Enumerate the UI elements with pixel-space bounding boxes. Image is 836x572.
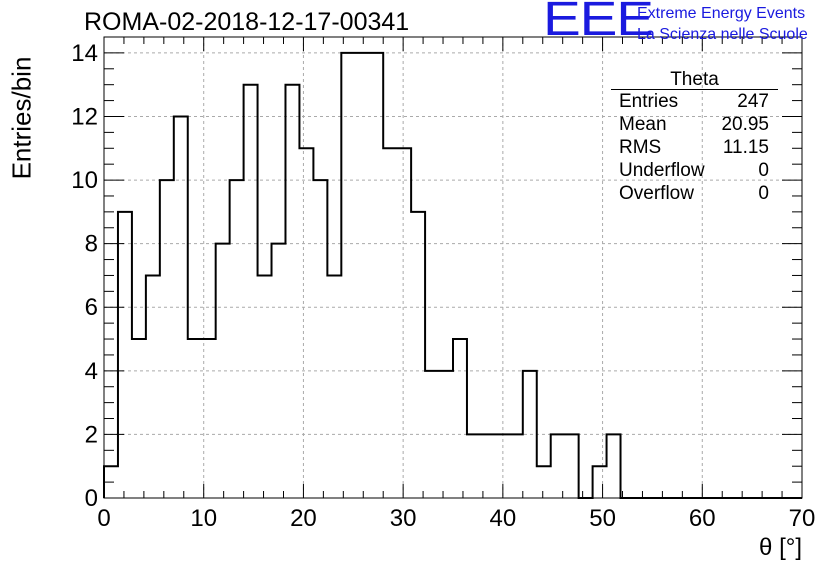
x-tick-label: 20: [290, 505, 317, 532]
histogram-bin: [369, 53, 383, 498]
histogram-bin: [607, 434, 621, 498]
stats-value: 0: [758, 160, 769, 181]
x-tick-label: 60: [689, 505, 716, 532]
histogram-bin: [383, 148, 397, 498]
y-tick-label: 12: [71, 103, 98, 130]
histogram-bin: [230, 180, 244, 498]
histogram-bin: [509, 434, 523, 498]
stats-row-mean: Mean 20.95: [611, 113, 778, 136]
stats-box: Theta Entries 247 Mean 20.95 RMS 11.15 U…: [611, 70, 778, 205]
histogram-bin: [565, 434, 579, 498]
histogram-bin: [299, 148, 313, 498]
stats-row-overflow: Overflow 0: [611, 182, 778, 205]
x-tick-label: 0: [97, 505, 110, 532]
x-axis-label: θ [°]: [759, 534, 802, 561]
x-tick-label: 10: [190, 505, 217, 532]
stats-value: 20.95: [721, 114, 769, 135]
histogram-bin: [397, 148, 411, 498]
histogram-bin: [202, 339, 216, 498]
stats-value: 0: [758, 183, 769, 204]
chart-title: ROMA-02-2018-12-17-00341: [84, 8, 410, 36]
stats-value: 11.15: [722, 137, 769, 158]
y-tick-label: 6: [85, 294, 98, 321]
histogram-bin: [523, 371, 537, 498]
y-tick-label: 14: [71, 40, 98, 67]
histogram-bin: [537, 466, 551, 498]
histogram-bin: [104, 466, 118, 498]
histogram-bin: [188, 339, 202, 498]
stats-title: Theta: [611, 70, 778, 90]
histogram-bin: [327, 275, 341, 498]
histogram-bin: [146, 275, 160, 498]
x-tick-label: 50: [589, 505, 616, 532]
logo-line-2: La Scienza nelle Scuole: [637, 26, 808, 43]
logo-line-1: Extreme Energy Events: [637, 5, 806, 22]
histogram-series-line: [103, 51, 802, 499]
histogram-bin: [258, 275, 272, 498]
stats-label: Overflow: [619, 183, 694, 204]
stats-value: 247: [737, 91, 769, 112]
stats-label: Mean: [619, 114, 667, 135]
histogram-bin: [495, 434, 509, 498]
histogram-bin: [593, 466, 607, 498]
stats-label: Entries: [619, 91, 679, 112]
y-axis-label: Entries/bin: [6, 56, 37, 180]
histogram-bin: [118, 212, 132, 498]
y-tick-label: 8: [85, 231, 98, 258]
stats-row-rms: RMS 11.15: [611, 136, 778, 159]
x-tick-label: 70: [789, 505, 816, 532]
histogram-bin: [439, 371, 453, 498]
histogram-bin: [481, 434, 495, 498]
histogram-bin: [551, 434, 565, 498]
y-tick-label: 4: [85, 358, 98, 385]
eee-logo-icon: EEE: [543, 0, 654, 46]
stats-row-underflow: Underflow 0: [611, 159, 778, 182]
histogram-bin: [216, 244, 230, 498]
histogram-bin: [285, 85, 299, 498]
histogram-bin: [160, 180, 174, 498]
y-tick-label: 10: [71, 167, 98, 194]
histogram-bin: [341, 53, 355, 498]
histogram-bin: [453, 339, 467, 498]
histogram-bin: [425, 371, 439, 498]
y-axis-label-wrap: Entries/bin: [2, 28, 42, 208]
histogram-bin: [313, 180, 327, 498]
histogram-bin: [467, 434, 481, 498]
histogram-bin: [355, 53, 369, 498]
stats-label: RMS: [619, 137, 662, 158]
stats-label: Underflow: [619, 160, 705, 181]
histogram-bin: [272, 244, 286, 498]
x-tick-label: 40: [490, 505, 517, 532]
histogram-bin: [244, 85, 258, 498]
stats-row-entries: Entries 247: [611, 90, 778, 113]
histogram-bin: [174, 116, 188, 498]
y-tick-label: 2: [85, 421, 98, 448]
x-tick-label: 30: [390, 505, 417, 532]
y-tick-label: 0: [85, 485, 98, 512]
histogram-bin: [411, 212, 425, 498]
plot-frame: [103, 36, 803, 499]
histogram-bin: [132, 339, 146, 498]
